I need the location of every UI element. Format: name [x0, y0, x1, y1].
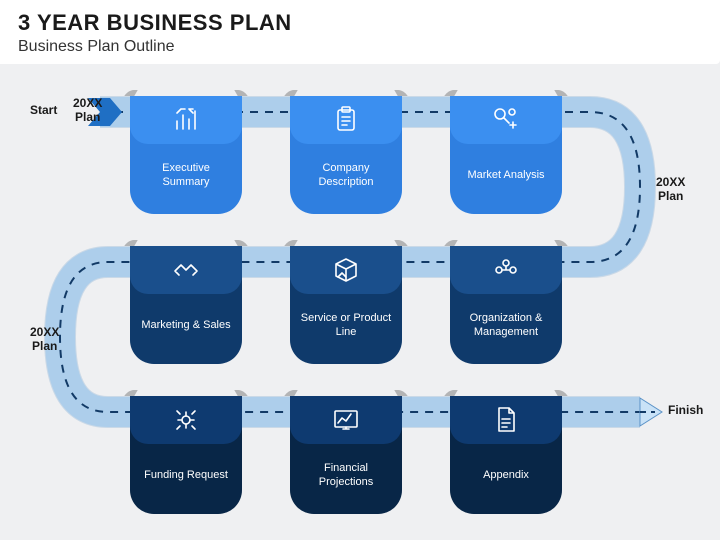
card-head	[450, 396, 562, 444]
plan-card: Appendix	[450, 396, 562, 514]
handshake-icon	[171, 255, 201, 285]
card-label: Appendix	[450, 444, 562, 514]
card-label: Company Description	[290, 144, 402, 214]
card-head	[130, 96, 242, 144]
page-subtitle: Business Plan Outline	[18, 38, 702, 56]
plan-card: Marketing & Sales	[130, 246, 242, 364]
card-head	[130, 396, 242, 444]
card-label: Organization & Management	[450, 294, 562, 364]
clipboard-icon	[331, 105, 361, 135]
start-label: Start	[30, 104, 57, 118]
year-left-label: 20XX Plan	[30, 326, 59, 354]
card-label: Marketing & Sales	[130, 294, 242, 364]
plan-card: Funding Request	[130, 396, 242, 514]
card-label: Executive Summary	[130, 144, 242, 214]
product-icon	[331, 255, 361, 285]
card-head	[290, 246, 402, 294]
card-label: Market Analysis	[450, 144, 562, 214]
year-top-label: 20XX Plan	[73, 97, 102, 125]
card-head	[450, 246, 562, 294]
page-title: 3 YEAR BUSINESS PLAN	[18, 10, 702, 36]
finish-label: Finish	[668, 404, 703, 418]
projection-icon	[331, 405, 361, 435]
plan-card: Market Analysis	[450, 96, 562, 214]
analysis-icon	[491, 105, 521, 135]
growth-icon	[171, 105, 201, 135]
card-head	[130, 246, 242, 294]
card-label: Service or Product Line	[290, 294, 402, 364]
appendix-icon	[491, 405, 521, 435]
title-bar: 3 YEAR BUSINESS PLAN Business Plan Outli…	[0, 0, 720, 64]
plan-card: Executive Summary	[130, 96, 242, 214]
plan-card: Service or Product Line	[290, 246, 402, 364]
plan-card: Organization & Management	[450, 246, 562, 364]
card-head	[290, 96, 402, 144]
card-label: Funding Request	[130, 444, 242, 514]
plan-card: Company Description	[290, 96, 402, 214]
plan-card: Financial Projections	[290, 396, 402, 514]
card-label: Financial Projections	[290, 444, 402, 514]
year-right-label: 20XX Plan	[656, 176, 685, 204]
card-head	[290, 396, 402, 444]
funding-icon	[171, 405, 201, 435]
card-head	[450, 96, 562, 144]
org-icon	[491, 255, 521, 285]
